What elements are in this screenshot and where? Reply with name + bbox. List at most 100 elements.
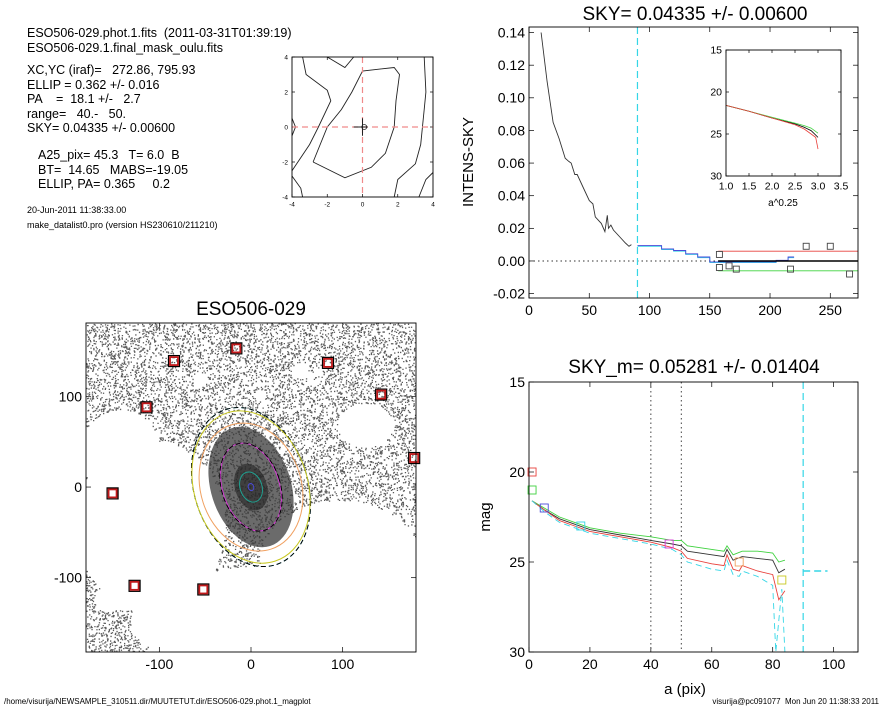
sky-chart-title: SKY= 0.04335 +/- 0.00600 xyxy=(582,4,807,25)
mag-series-red xyxy=(531,500,786,601)
param-bt: BT= 14.65 MABS=-19.05 xyxy=(38,162,189,177)
sky-box-marker xyxy=(715,264,723,271)
inset-panel: 1.0 1.5 2.0 2.5 3.0 3.5 15 20 25 30 xyxy=(710,45,848,193)
sky-box-marker xyxy=(802,242,810,250)
x-tick-label: 2.5 xyxy=(788,181,803,193)
sky-box xyxy=(408,451,421,465)
program-version: make_datalist0.pro (version HS230610/211… xyxy=(27,220,218,230)
y-tick-label: 15 xyxy=(509,374,525,390)
mag-chart-ylabel: mag xyxy=(477,502,494,531)
mag-chart-title: SKY_m= 0.05281 +/- 0.01404 xyxy=(568,357,820,378)
mag-box-marker xyxy=(539,503,549,513)
plot-frame xyxy=(291,56,434,198)
y-tick-label: 25 xyxy=(710,129,722,141)
x-tick-label: 1.0 xyxy=(719,181,734,193)
x-tick-label: 60 xyxy=(704,656,720,672)
y-tick-label: 15 xyxy=(710,45,722,57)
run-info: 20-Jun-2011 11:38:33.00 make_datalist0.pr… xyxy=(27,205,217,231)
sky-box xyxy=(231,343,242,354)
plot-frame xyxy=(528,26,859,299)
x-tick-label: 20 xyxy=(582,656,598,672)
contour-line xyxy=(291,56,332,172)
sky-box xyxy=(198,584,209,595)
x-tick-label: 1.5 xyxy=(742,181,757,193)
sky-box xyxy=(375,388,388,401)
y-tick-label: -0.02 xyxy=(493,285,525,301)
x-tick-label: 200 xyxy=(758,302,782,318)
sky-box-marker xyxy=(725,262,733,270)
x-tick-label: 100 xyxy=(638,302,662,318)
y-tick-label: 0.00 xyxy=(498,253,525,269)
sky-box xyxy=(323,357,333,368)
contour-line xyxy=(327,56,355,69)
sky-box xyxy=(376,389,387,400)
sky-box xyxy=(409,453,420,463)
sky-box xyxy=(128,579,141,592)
mag-panel: 0 20 40 60 80 100 15 20 25 30 xyxy=(509,374,859,672)
sky-box xyxy=(169,356,179,366)
sky-box xyxy=(141,402,152,413)
x-tick-label: 50 xyxy=(581,302,597,318)
x-tick-label: 0 xyxy=(525,656,533,672)
x-tick-label: 80 xyxy=(765,656,781,672)
plot-frame xyxy=(85,322,417,653)
sky-box xyxy=(107,488,118,499)
x-tick-label: 0 xyxy=(247,656,255,672)
plot-frame xyxy=(528,381,859,653)
mag-series-cyan xyxy=(531,500,786,653)
y-tick-label: -100 xyxy=(54,570,82,586)
y-tick-label: 0.06 xyxy=(498,155,525,171)
y-tick-label: 25 xyxy=(509,554,525,570)
x-tick-label: 150 xyxy=(698,302,722,318)
image-title: ESO506-029 xyxy=(196,299,306,320)
galaxy-image xyxy=(86,323,416,652)
isophote-ellipse xyxy=(247,482,255,492)
y-tick-label: 30 xyxy=(509,644,525,660)
param-ellip-pa: ELLIP, PA= 0.365 0.2 xyxy=(38,177,170,191)
y-tick-label: 20 xyxy=(710,87,722,99)
y-tick-label: 0.14 xyxy=(498,24,525,40)
sky-box-marker xyxy=(846,270,854,278)
contour-line xyxy=(418,172,434,198)
y-tick-label: 0.02 xyxy=(498,220,525,236)
sky-box xyxy=(140,401,153,414)
footer-user: visurija@pc091077 Mon Jun 20 11:38:33 20… xyxy=(712,697,879,706)
mag-box-marker xyxy=(777,575,787,585)
mag-chart-xlabel: a (pix) xyxy=(664,681,706,698)
y-tick-label: 20 xyxy=(509,464,525,480)
y-tick-label: 0.12 xyxy=(498,57,525,73)
sky-box-marker xyxy=(787,265,794,273)
sky-box xyxy=(197,583,210,596)
y-tick-label: 0 xyxy=(74,479,82,495)
y-tick-label: 0.10 xyxy=(498,90,525,106)
intensity-profile xyxy=(540,32,632,247)
y-tick-label: 0 xyxy=(284,124,288,131)
x-tick-label: 250 xyxy=(819,302,843,318)
x-tick-label: 100 xyxy=(331,656,355,672)
sky-fit-blue xyxy=(637,245,795,263)
sky-panel: 0 50 100 150 200 250 -0.02 0.00 0.02 0.04 0.06 0.08… xyxy=(493,24,859,318)
file-info: ESO506-029.phot.1.fits (2011-03-31T01:39… xyxy=(27,26,292,55)
sky-fit-cyan xyxy=(637,245,795,264)
x-tick-label: 0 xyxy=(525,302,533,318)
center-panel: -4 -2 0 2 4 -4 -2 0 2 4 xyxy=(282,54,435,208)
contour-line xyxy=(393,56,427,198)
isophote-ellipse xyxy=(219,442,283,532)
sky-box-marker xyxy=(826,242,834,250)
inset-series-black xyxy=(725,105,819,138)
run-date: 20-Jun-2011 11:38:33.00 xyxy=(27,205,127,215)
inset-xlabel: a^0.25 xyxy=(768,198,798,209)
mag-box-marker xyxy=(527,467,537,477)
sky-box xyxy=(167,354,181,368)
contour-line xyxy=(291,175,304,198)
x-tick-label: -2 xyxy=(324,202,330,209)
param-pa: PA = 18.1 +/- 2.7 xyxy=(27,92,141,106)
param-a25: A25_pix= 45.3 T= 6.0 B xyxy=(38,148,180,162)
x-tick-label: 2 xyxy=(396,202,400,209)
mag-box-marker xyxy=(576,521,586,531)
mag-series-black xyxy=(531,500,786,574)
x-tick-label: 0 xyxy=(361,202,365,209)
mag-box-marker xyxy=(734,557,744,567)
y-tick-label: -4 xyxy=(282,194,288,201)
